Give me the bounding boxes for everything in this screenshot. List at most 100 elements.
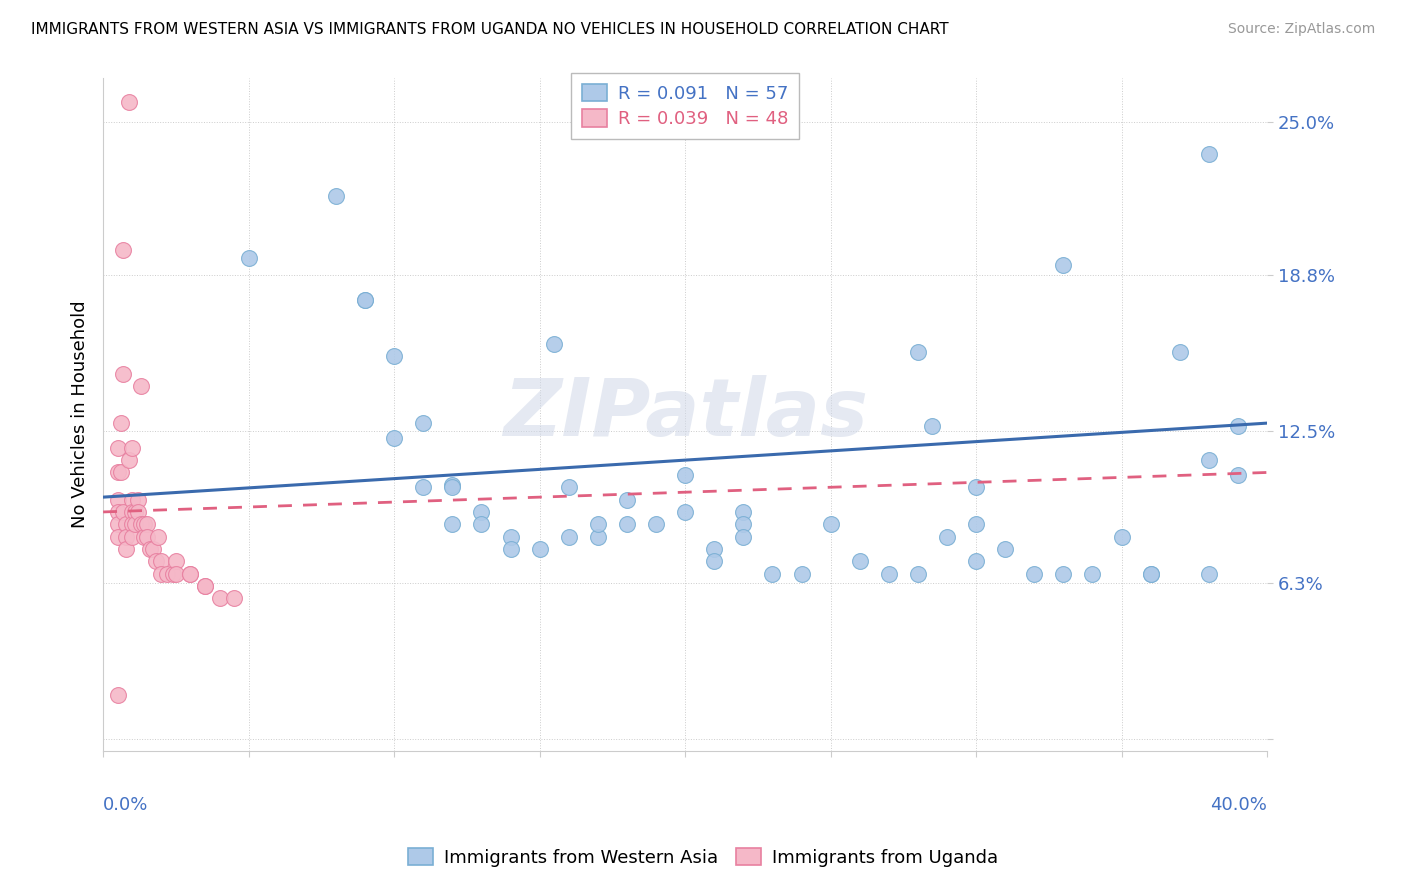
- Point: [179, 566, 201, 581]
- Point: [616, 492, 638, 507]
- Point: [936, 530, 959, 544]
- Point: [1052, 258, 1074, 272]
- Point: [529, 541, 551, 556]
- Point: [441, 517, 464, 532]
- Text: 0.0%: 0.0%: [103, 796, 149, 814]
- Point: [107, 466, 129, 480]
- Point: [112, 244, 135, 258]
- Point: [127, 492, 149, 507]
- Point: [1198, 566, 1220, 581]
- Point: [907, 566, 929, 581]
- Point: [965, 554, 987, 568]
- Text: ZIPatlas: ZIPatlas: [502, 376, 868, 453]
- Point: [586, 517, 609, 532]
- Point: [441, 480, 464, 494]
- Point: [124, 505, 146, 519]
- Point: [557, 480, 579, 494]
- Point: [907, 344, 929, 359]
- Point: [1227, 467, 1250, 482]
- Point: [107, 517, 129, 532]
- Point: [110, 466, 132, 480]
- Legend: R = 0.091   N = 57, R = 0.039   N = 48: R = 0.091 N = 57, R = 0.039 N = 48: [571, 73, 799, 139]
- Point: [1198, 453, 1220, 467]
- Point: [470, 517, 492, 532]
- Point: [412, 416, 434, 430]
- Point: [124, 517, 146, 532]
- Point: [115, 530, 138, 544]
- Point: [965, 517, 987, 532]
- Point: [135, 517, 157, 532]
- Y-axis label: No Vehicles in Household: No Vehicles in Household: [72, 301, 89, 528]
- Point: [145, 554, 167, 568]
- Point: [121, 505, 143, 519]
- Point: [703, 554, 725, 568]
- Point: [921, 418, 943, 433]
- Point: [135, 530, 157, 544]
- Point: [543, 337, 565, 351]
- Point: [115, 541, 138, 556]
- Point: [129, 379, 152, 393]
- Point: [118, 453, 141, 467]
- Point: [121, 441, 143, 455]
- Point: [222, 591, 245, 606]
- Point: [1198, 147, 1220, 161]
- Point: [129, 517, 152, 532]
- Point: [325, 189, 347, 203]
- Point: [194, 579, 217, 593]
- Legend: Immigrants from Western Asia, Immigrants from Uganda: Immigrants from Western Asia, Immigrants…: [399, 839, 1007, 876]
- Point: [115, 517, 138, 532]
- Point: [499, 541, 522, 556]
- Point: [107, 688, 129, 702]
- Point: [820, 517, 842, 532]
- Point: [470, 505, 492, 519]
- Point: [733, 505, 755, 519]
- Point: [156, 566, 179, 581]
- Point: [132, 530, 155, 544]
- Point: [165, 566, 187, 581]
- Text: IMMIGRANTS FROM WESTERN ASIA VS IMMIGRANTS FROM UGANDA NO VEHICLES IN HOUSEHOLD : IMMIGRANTS FROM WESTERN ASIA VS IMMIGRAN…: [31, 22, 949, 37]
- Point: [382, 350, 405, 364]
- Point: [1052, 566, 1074, 581]
- Point: [138, 541, 160, 556]
- Point: [790, 566, 813, 581]
- Point: [965, 480, 987, 494]
- Point: [382, 431, 405, 445]
- Point: [162, 566, 184, 581]
- Point: [1081, 566, 1104, 581]
- Point: [208, 591, 231, 606]
- Point: [499, 530, 522, 544]
- Point: [148, 530, 170, 544]
- Point: [194, 579, 217, 593]
- Point: [142, 541, 165, 556]
- Point: [412, 480, 434, 494]
- Point: [994, 541, 1017, 556]
- Point: [1024, 566, 1046, 581]
- Point: [118, 95, 141, 110]
- Point: [121, 517, 143, 532]
- Text: Source: ZipAtlas.com: Source: ZipAtlas.com: [1227, 22, 1375, 37]
- Point: [165, 554, 187, 568]
- Point: [110, 416, 132, 430]
- Point: [107, 530, 129, 544]
- Point: [761, 566, 783, 581]
- Point: [848, 554, 870, 568]
- Point: [150, 554, 173, 568]
- Point: [673, 467, 696, 482]
- Point: [179, 566, 201, 581]
- Point: [127, 505, 149, 519]
- Point: [107, 505, 129, 519]
- Point: [1227, 418, 1250, 433]
- Point: [107, 492, 129, 507]
- Point: [877, 566, 900, 581]
- Point: [616, 517, 638, 532]
- Point: [1168, 344, 1191, 359]
- Point: [121, 492, 143, 507]
- Point: [1139, 566, 1161, 581]
- Text: 40.0%: 40.0%: [1211, 796, 1267, 814]
- Point: [132, 517, 155, 532]
- Point: [1139, 566, 1161, 581]
- Point: [441, 477, 464, 491]
- Point: [586, 530, 609, 544]
- Point: [645, 517, 668, 532]
- Point: [238, 251, 260, 265]
